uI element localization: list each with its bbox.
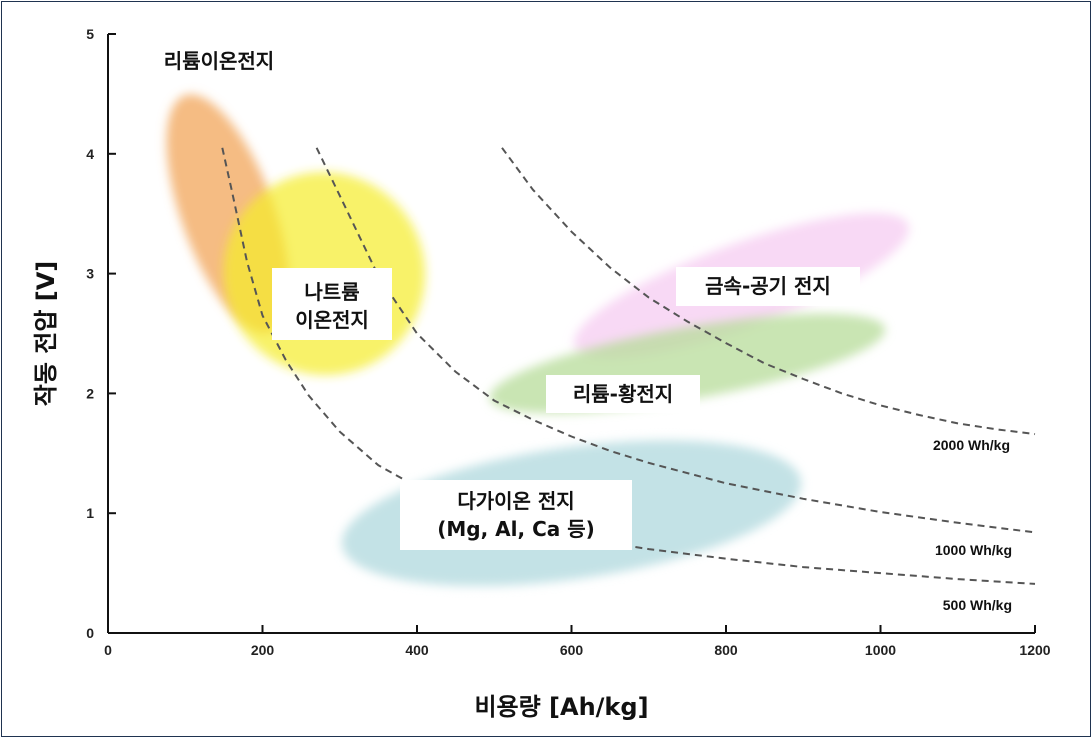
curve-500whkg-label: 500 Wh/kg [943, 597, 1012, 613]
x-tick-label: 800 [714, 642, 738, 658]
y-tick-label: 1 [86, 505, 94, 521]
curve-1000whkg-label: 1000 Wh/kg [935, 542, 1012, 558]
curve-2000whkg-label: 2000 Wh/kg [933, 437, 1010, 453]
curve-1000whkg-line [315, 147, 1036, 534]
x-tick-label: 0 [104, 642, 112, 658]
x-tick-label: 1000 [865, 642, 896, 658]
region-multivalent-label-box [400, 480, 632, 550]
region-li-s-label-box [546, 375, 700, 413]
y-tick-label: 3 [86, 266, 94, 282]
y-tick-label: 5 [86, 26, 94, 42]
region-na-ion-label: 이온전지 [295, 308, 369, 332]
x-tick-label: 200 [251, 642, 275, 658]
x-tick-label: 600 [560, 642, 584, 658]
region-metal-air-label-box [676, 267, 860, 306]
region-li-s-label: 리튬-황전지 [573, 382, 673, 406]
y-axis-title: 작동 전압 [V] [32, 261, 60, 407]
region-multivalent-label: 다가이온 전지 [457, 489, 574, 513]
curve-500whkg-line [221, 147, 1036, 585]
curve-2000whkg-line [501, 147, 1036, 436]
region-li-ion-label: 리튬이온전지 [164, 49, 274, 73]
region-na-ion-label-box [272, 268, 392, 340]
x-tick-label: 400 [405, 642, 429, 658]
region-metal-air-label: 금속-공기 전지 [705, 274, 831, 298]
x-axis-title: 비용량 [Ah/kg] [474, 693, 648, 721]
x-tick-label: 1200 [1019, 642, 1050, 658]
y-tick-label: 2 [86, 385, 94, 401]
region-multivalent-label: (Mg, Al, Ca 등) [437, 517, 595, 541]
y-tick-label: 4 [86, 146, 94, 162]
region-na-ion-label: 나트륨 [304, 280, 359, 304]
y-tick-label: 0 [86, 625, 94, 641]
